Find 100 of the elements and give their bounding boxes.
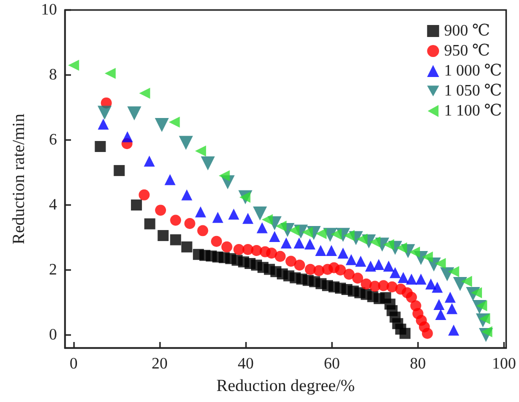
point	[138, 189, 150, 200]
point	[164, 174, 176, 186]
point	[448, 324, 460, 336]
point	[233, 244, 244, 256]
point	[338, 248, 349, 259]
point	[444, 292, 456, 303]
point	[432, 282, 443, 293]
point	[195, 146, 206, 157]
point	[396, 242, 408, 254]
point	[276, 220, 287, 232]
x-tick-label: 80	[410, 356, 426, 372]
legend-label: 950 ℃	[444, 42, 490, 60]
point	[114, 165, 125, 176]
x-axis-title: Reduction degree/%	[216, 376, 355, 395]
point	[386, 281, 398, 292]
y-tick-label: 2	[49, 262, 57, 278]
point	[365, 260, 376, 272]
point	[294, 238, 305, 249]
point	[352, 272, 364, 284]
point	[316, 228, 327, 240]
x-tick-label: 40	[238, 356, 254, 372]
point	[181, 241, 192, 252]
point	[256, 222, 268, 234]
point	[127, 106, 142, 120]
y-tick-label: 8	[49, 66, 57, 84]
point	[288, 224, 300, 236]
point	[369, 236, 380, 248]
point	[383, 260, 394, 272]
point	[68, 60, 80, 71]
point	[425, 278, 436, 290]
x-tick-label: 20	[152, 356, 168, 372]
point	[330, 228, 342, 240]
x-tick-label: 0	[70, 356, 78, 372]
point	[408, 246, 420, 258]
legend-label: 1 050 ℃	[444, 82, 502, 100]
point	[178, 136, 193, 150]
y-tick-label: 4	[49, 196, 57, 214]
point	[373, 258, 384, 270]
point	[170, 234, 182, 246]
y-tick-label: 6	[49, 132, 57, 148]
point	[406, 274, 417, 285]
point	[266, 248, 278, 259]
x-tick-label: 100	[492, 356, 516, 372]
point	[122, 131, 133, 142]
point	[168, 116, 180, 128]
point	[197, 225, 208, 236]
point	[344, 268, 355, 280]
point	[304, 238, 316, 250]
point	[269, 231, 280, 242]
point	[252, 206, 267, 220]
point	[479, 313, 490, 324]
y-axis-title: Reduction rate/min	[9, 113, 28, 244]
point	[434, 298, 445, 310]
point	[390, 267, 401, 278]
point	[98, 118, 109, 130]
point	[221, 241, 232, 252]
point	[242, 212, 254, 224]
legend-label: 1 100 ℃	[444, 102, 502, 120]
point	[415, 274, 426, 285]
point	[218, 170, 230, 182]
point	[398, 272, 409, 283]
point	[144, 156, 155, 167]
point	[98, 106, 112, 120]
point	[200, 156, 215, 170]
point	[406, 292, 417, 303]
point	[158, 230, 169, 242]
point	[435, 309, 446, 320]
point	[212, 212, 224, 223]
point	[302, 226, 313, 238]
point	[448, 266, 460, 278]
y-tick-label: 10	[41, 2, 57, 18]
point	[356, 234, 368, 245]
point	[274, 250, 286, 262]
point	[144, 218, 156, 230]
point	[155, 204, 166, 216]
point	[481, 326, 492, 338]
x-tick-label: 60	[324, 356, 340, 372]
point	[453, 276, 468, 291]
point	[422, 328, 433, 339]
point	[280, 238, 292, 249]
point	[211, 236, 222, 247]
point	[470, 287, 482, 298]
point	[262, 214, 273, 226]
point	[154, 118, 169, 132]
point	[228, 208, 240, 220]
point	[434, 258, 446, 269]
point	[476, 300, 488, 312]
point	[334, 264, 346, 276]
point	[294, 260, 306, 271]
point	[355, 256, 366, 267]
point	[326, 245, 337, 256]
point	[446, 303, 458, 314]
point	[285, 256, 296, 267]
legend-label: 900 ℃	[444, 22, 490, 40]
point	[104, 68, 116, 79]
point	[195, 206, 206, 218]
point	[94, 141, 106, 152]
point	[346, 254, 357, 266]
point	[422, 252, 433, 262]
y-tick-label: 0	[49, 326, 57, 344]
